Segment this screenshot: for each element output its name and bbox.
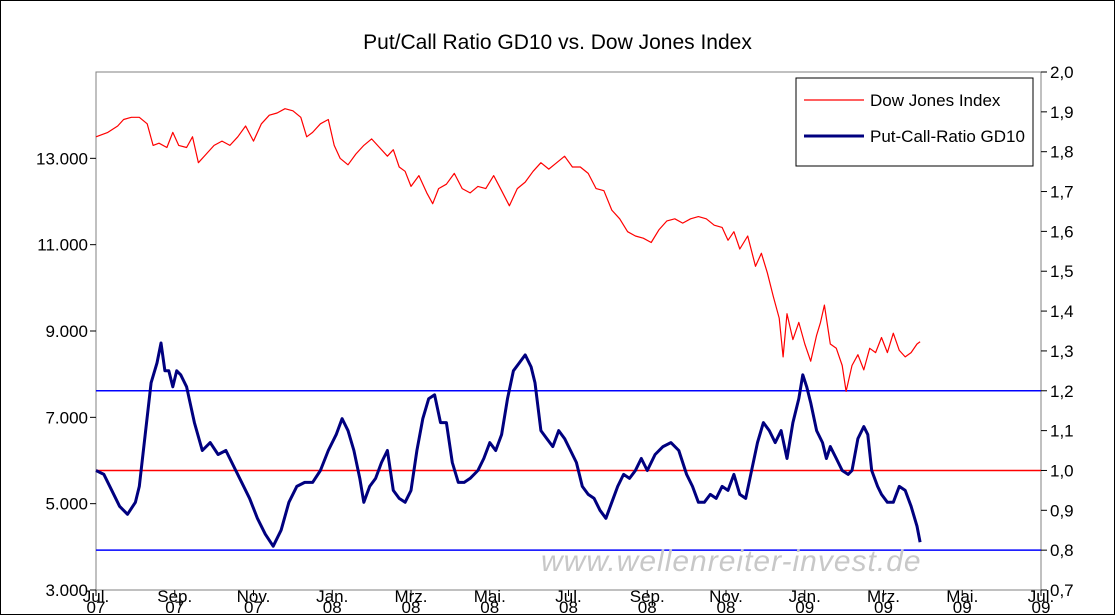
y-right-tick-label: 1,6 [1050,222,1074,241]
legend-box [795,77,1034,167]
legend-label-0: Dow Jones Index [870,91,1001,110]
y-right-tick-label: 1,8 [1050,143,1074,162]
x-tick-year: 07 [244,598,263,614]
y-right-tick-label: 2,0 [1050,63,1074,82]
y-right-tick-label: 0,8 [1050,541,1074,560]
series-line-1 [95,341,922,548]
y-left-tick-label: 3.000 [45,581,88,600]
x-tick-year: 07 [165,598,184,614]
series-layer [95,108,922,548]
y-right-tick-label: 0,9 [1050,501,1074,520]
x-tick-month: Nov. [237,587,271,606]
legend-label-1: Put-Call-Ratio GD10 [870,127,1025,146]
x-tick-year: 09 [795,598,814,614]
x-tick-month: Nov. [709,587,743,606]
y-right-tick-label: 1,4 [1050,302,1074,321]
x-tick-year: 09 [1032,598,1051,614]
y-left-tick-label: 11.000 [37,236,88,255]
x-tick-year: 08 [559,598,578,614]
series-line-0 [95,108,921,392]
x-tick-month: Mrz. [394,587,427,606]
y-right-tick-label: 1,9 [1050,103,1074,122]
x-tick-year: 07 [87,598,106,614]
x-tick-month: Sep. [157,587,192,606]
y-left-tick-label: 9.000 [45,322,88,341]
x-tick-month: Sep. [630,587,665,606]
y-right-tick-label: 1,3 [1050,342,1074,361]
y-right-tick-label: 0,7 [1050,581,1074,600]
y-left-tick-label: 5.000 [45,495,88,514]
x-tick-month: Jan. [316,587,348,606]
x-tick-year: 08 [323,598,342,614]
x-tick-month: Mai. [946,587,978,606]
y-right-tick-label: 1,1 [1050,422,1074,441]
chart-title: Put/Call Ratio GD10 vs. Dow Jones Index [363,31,752,54]
x-tick-month: Jan. [789,587,821,606]
legend: Dow Jones Index Put-Call-Ratio GD10 [795,77,1034,167]
x-tick-month: Mrz. [867,587,900,606]
x-tick-year: 08 [480,598,499,614]
x-tick-year: 08 [638,598,657,614]
y-right-tick-label: 1,5 [1050,262,1074,281]
y-left-tick-label: 7.000 [45,408,88,427]
x-tick-year: 08 [717,598,736,614]
x-tick-month: Jul. [555,587,581,606]
x-tick-month: Mai. [474,587,506,606]
watermark: www.wellenreiter-invest.de [541,545,922,578]
y-right-tick-label: 1,7 [1050,183,1074,202]
x-tick-month: Jul. [1028,587,1054,606]
x-tick-year: 08 [402,598,421,614]
x-tick-month: Jul. [83,587,109,606]
x-tick-year: 09 [874,598,893,614]
axes: Jul. Sep. Nov. Jan. Mrz. Mai. Jul. Sep. Nov. Jan.… [36,63,1074,614]
x-tick-year: 09 [953,598,972,614]
y-left-tick-label: 13.000 [36,149,88,168]
y-right-tick-label: 1,2 [1050,382,1074,401]
reference-lines [96,390,1041,551]
y-right-tick-label: 1,0 [1050,461,1074,480]
